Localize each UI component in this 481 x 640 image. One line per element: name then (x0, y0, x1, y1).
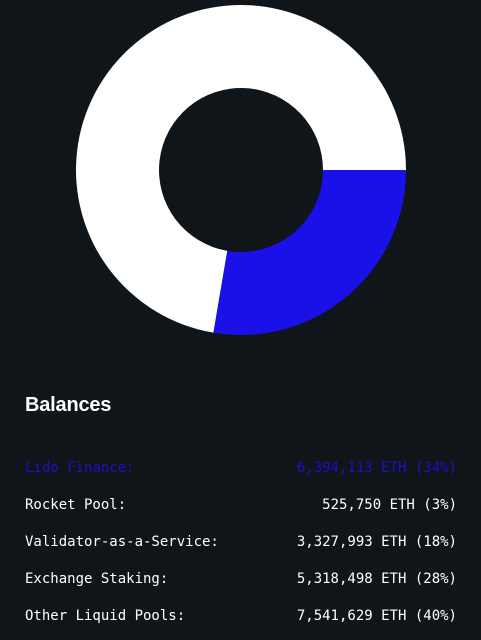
balance-value: 525,750 ETH (3%) (322, 497, 457, 513)
balance-label: Validator-as-a-Service: (25, 534, 219, 550)
balance-row-validator-service[interactable]: Validator-as-a-Service: 3,327,993 ETH (1… (25, 524, 457, 561)
balance-row-other-liquid-pools[interactable]: Other Liquid Pools: 7,541,629 ETH (40%) (25, 598, 457, 635)
balances-chart (76, 5, 406, 335)
balances-title: Balances (25, 394, 112, 416)
donut-segment-others (76, 5, 406, 333)
balance-label: Rocket Pool: (25, 497, 127, 513)
balance-value: 7,541,629 ETH (40%) (296, 608, 457, 624)
balances-list: Lido Finance: 6,394,113 ETH (34%) Rocket… (25, 450, 457, 635)
balance-label: Lido Finance: (25, 460, 135, 476)
balance-row-exchange-staking[interactable]: Exchange Staking: 5,318,498 ETH (28%) (25, 561, 457, 598)
donut-chart (76, 5, 406, 335)
balance-row-lido[interactable]: Lido Finance: 6,394,113 ETH (34%) (25, 450, 457, 487)
balance-value: 3,327,993 ETH (18%) (296, 534, 457, 550)
balance-label: Exchange Staking: (25, 571, 169, 587)
balance-row-rocket-pool[interactable]: Rocket Pool: 525,750 ETH (3%) (25, 487, 457, 524)
balance-label: Other Liquid Pools: (25, 608, 186, 624)
donut-segment-highlighted[interactable] (213, 170, 406, 335)
balance-value: 5,318,498 ETH (28%) (296, 571, 457, 587)
balance-value: 6,394,113 ETH (34%) (296, 460, 457, 476)
